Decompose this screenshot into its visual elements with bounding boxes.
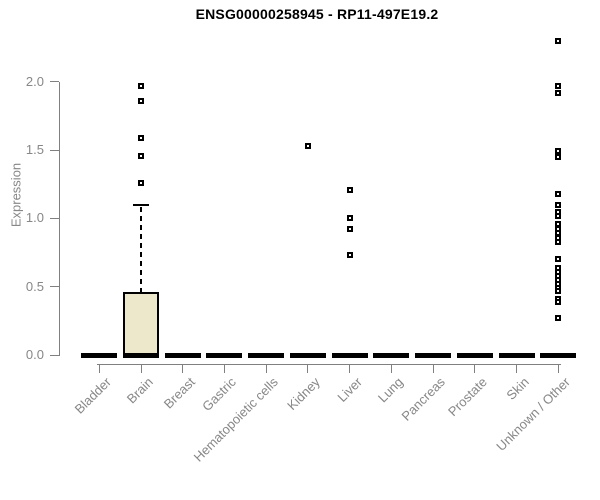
x-tick-label: Breast	[160, 374, 198, 412]
zero-median-bar	[540, 352, 577, 358]
x-tick-label: Prostate	[444, 374, 490, 420]
zero-median-bar	[164, 352, 201, 358]
outlier-point	[555, 37, 562, 44]
x-tick-label: Bladder	[71, 374, 115, 417]
x-tick-label: Pancreas	[398, 374, 448, 424]
outlier-point	[555, 89, 562, 96]
box-brain	[123, 292, 160, 355]
outlier-point	[555, 220, 562, 227]
x-axis-tick	[474, 364, 476, 373]
x-tick-label: Gastric	[199, 374, 240, 415]
outlier-point	[138, 152, 145, 159]
y-tick-label: 2.0	[25, 73, 44, 89]
outlier-point	[555, 256, 562, 263]
x-axis-tick	[516, 364, 517, 373]
outlier-point	[555, 190, 562, 197]
x-tick-label: Liver	[333, 374, 365, 405]
x-axis-tick	[182, 364, 184, 373]
y-axis-tick	[50, 149, 59, 151]
outlier-point	[138, 134, 145, 141]
outlier-point	[555, 201, 562, 208]
x-axis-tick	[307, 364, 309, 373]
y-tick-label: 0.5	[25, 278, 44, 294]
chart-title: ENSG00000258945 - RP11-497E19.2	[195, 6, 439, 22]
outlier-point	[555, 148, 562, 155]
outlier-point	[138, 179, 145, 186]
outlier-point	[555, 153, 562, 160]
y-axis-tick	[50, 81, 59, 83]
y-tick-label: 1.5	[25, 142, 44, 158]
outlier-point	[304, 143, 311, 149]
outlier-point	[555, 298, 562, 305]
outlier-point	[346, 252, 353, 259]
outlier-point	[346, 186, 353, 193]
outlier-point	[555, 315, 562, 322]
y-axis-tick	[50, 217, 59, 219]
y-axis-line	[59, 81, 60, 356]
outlier-point	[555, 238, 562, 245]
x-axis-tick	[557, 364, 559, 373]
zero-median-bar	[248, 352, 285, 358]
x-axis-line	[96, 364, 561, 365]
x-axis-tick	[390, 364, 392, 373]
x-tick-label: Kidney	[284, 374, 323, 414]
zero-median-bar	[81, 352, 118, 358]
outlier-point	[346, 226, 353, 233]
y-axis-tick	[50, 286, 59, 288]
outlier-point	[138, 82, 145, 89]
y-tick-label: 1.0	[25, 210, 44, 226]
x-tick-label: Lung	[375, 374, 407, 406]
outlier-point	[138, 97, 145, 104]
x-axis-tick	[140, 364, 142, 373]
x-axis-tick	[432, 364, 434, 373]
x-tick-label: Skin	[502, 374, 532, 403]
outlier-point	[555, 82, 562, 89]
zero-median-bar	[123, 352, 160, 358]
zero-median-bar	[415, 352, 452, 358]
whisker-cap	[133, 203, 150, 206]
x-tick-label: Hematopoietic cells	[190, 374, 282, 465]
zero-median-bar	[373, 352, 410, 358]
outlier-point	[555, 212, 562, 219]
x-axis-tick	[349, 364, 351, 373]
y-tick-label: 0.0	[25, 347, 44, 362]
outlier-point	[555, 287, 562, 294]
x-axis-tick	[265, 364, 267, 373]
y-axis-tick	[50, 354, 59, 356]
zero-median-bar	[456, 352, 493, 358]
x-tick-label: Brain	[123, 374, 156, 407]
x-axis-tick	[98, 364, 100, 373]
zero-median-bar	[331, 352, 368, 358]
x-axis-tick	[223, 364, 225, 373]
outlier-point	[346, 215, 353, 222]
zero-median-bar	[289, 352, 326, 358]
zero-median-bar	[498, 352, 535, 358]
x-tick-label: Unknown / Other	[493, 374, 574, 454]
zero-median-bar	[206, 352, 243, 358]
whisker	[140, 206, 143, 293]
